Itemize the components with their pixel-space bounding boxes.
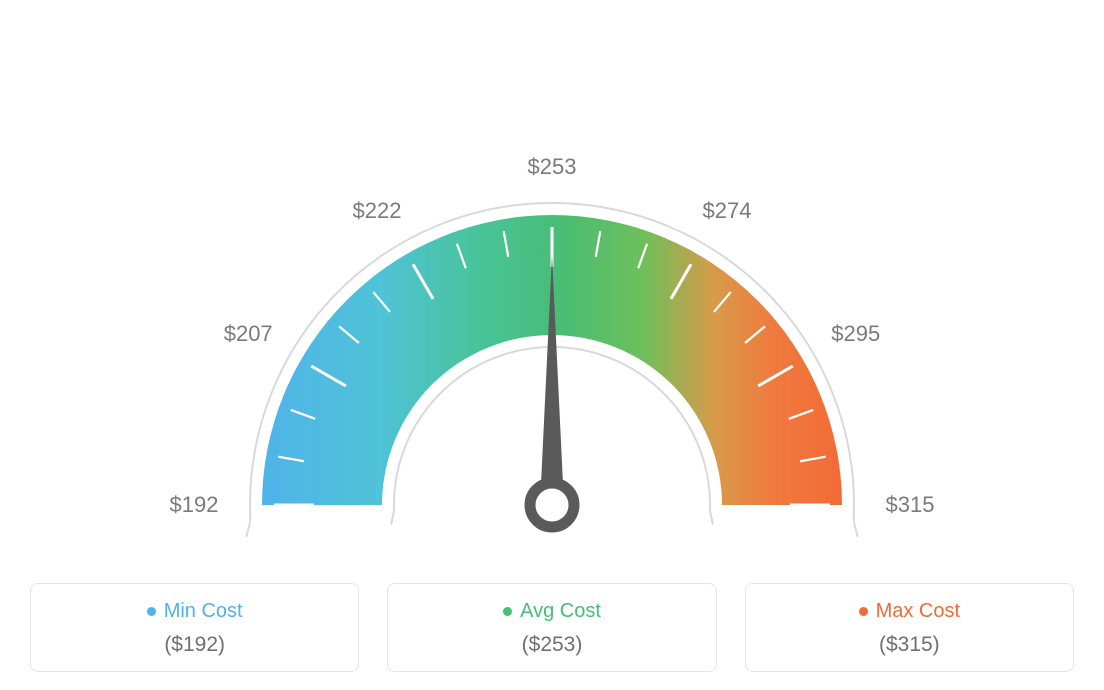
- cost-gauge: $192 $207 $222 $253 $274 $295 $315: [0, 0, 1104, 560]
- legend-card: Avg Cost ($253): [387, 583, 716, 672]
- legend-value: ($253): [398, 633, 705, 657]
- legend-title: Max Cost: [859, 600, 960, 623]
- gauge-tick-label: $295: [831, 321, 880, 347]
- legend-dot-icon: [859, 607, 868, 616]
- legend-value: ($192): [41, 633, 348, 657]
- gauge-tick-label: $315: [886, 492, 935, 518]
- gauge-tick-label: $192: [170, 492, 219, 518]
- legend-dot-icon: [147, 607, 156, 616]
- legend-label: Min Cost: [164, 600, 243, 623]
- gauge-tick-label: $207: [224, 321, 273, 347]
- gauge-svg: [0, 0, 1104, 560]
- legend-title: Min Cost: [147, 600, 243, 623]
- legend-value: ($315): [756, 633, 1063, 657]
- legend-dot-icon: [503, 607, 512, 616]
- legend-card: Min Cost ($192): [30, 583, 359, 672]
- gauge-tick-label: $253: [528, 154, 577, 180]
- gauge-tick-label: $222: [353, 198, 402, 224]
- legend-card: Max Cost ($315): [745, 583, 1074, 672]
- legend-label: Max Cost: [876, 600, 960, 623]
- legend-row: Min Cost ($192) Avg Cost ($253) Max Cost ($31…: [0, 583, 1104, 672]
- legend-label: Avg Cost: [520, 600, 601, 623]
- legend-title: Avg Cost: [503, 600, 601, 623]
- gauge-tick-label: $274: [703, 198, 752, 224]
